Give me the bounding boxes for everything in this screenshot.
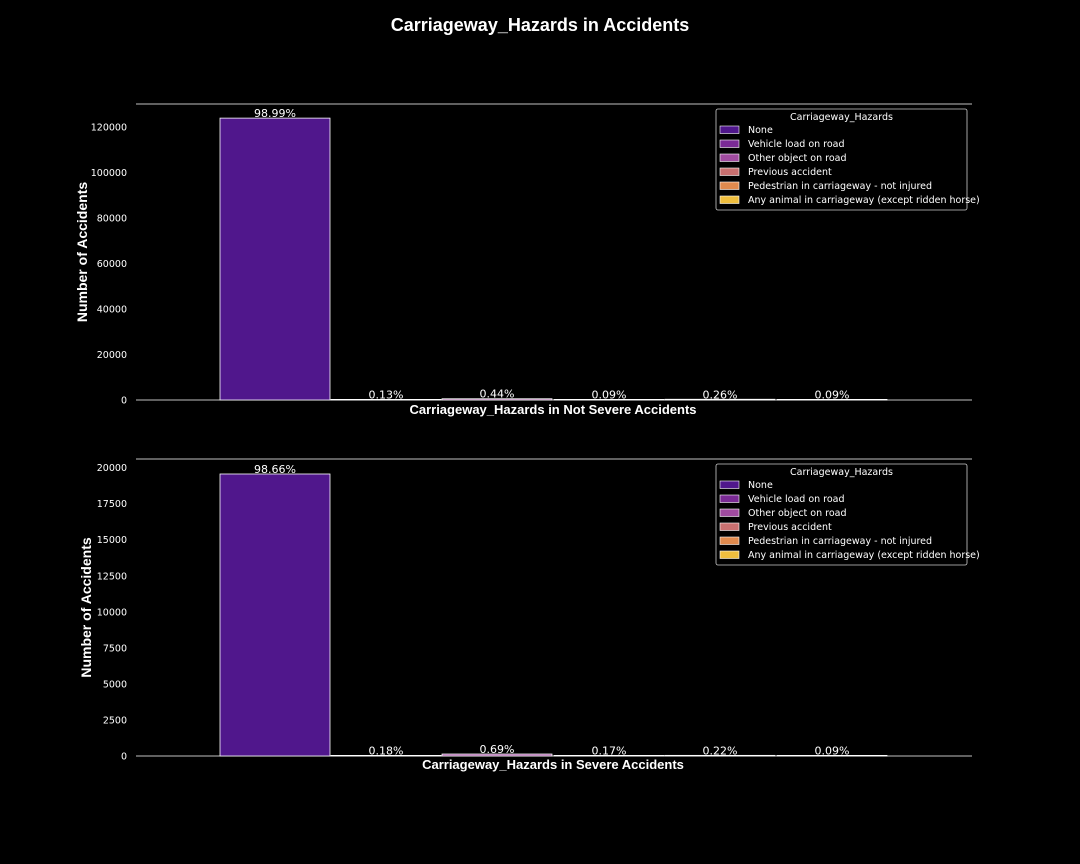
legend-entry-vehicle-load-on-road: Vehicle load on road — [748, 139, 845, 150]
bar-previous-accident — [553, 398, 665, 401]
y-tick-label: 5000 — [103, 679, 127, 690]
bar-percent-label: 0.22% — [703, 744, 738, 757]
legend-entry-any-animal-in-carriageway-except-ridden-horse: Any animal in carriageway (except ridden… — [748, 195, 980, 206]
legend-entry-any-animal-in-carriageway-except-ridden-horse: Any animal in carriageway (except ridden… — [748, 550, 980, 561]
y-tick-label: 2500 — [103, 715, 127, 726]
bar-any-animal-in-carriageway-except-ridden-horse — [776, 398, 888, 401]
legend-swatch-previous-accident — [719, 522, 740, 531]
figure-title: Carriageway_Hazards in Accidents — [391, 15, 689, 35]
legend: Carriageway_Hazards None Vehicle load on r… — [715, 463, 980, 566]
legend-entry-pedestrian-in-carriageway-not-injured: Pedestrian in carriageway - not injured — [748, 536, 932, 547]
chart-panel-not-severe: 0 20000 40000 60000 80000 100000 120000 98.99% 0… — [74, 103, 980, 417]
y-axis-label: Number of Accidents — [74, 182, 90, 322]
y-axis-label: Number of Accidents — [78, 537, 94, 677]
y-tick-label: 60000 — [97, 259, 127, 270]
legend-swatch-pedestrian-in-carriageway-not-injured — [719, 181, 740, 190]
bar-percent-label: 0.09% — [815, 388, 850, 401]
chart-panel-severe: 0 2500 5000 7500 10000 12500 15000 17500 20000 98… — [78, 458, 980, 772]
bar-other-object-on-road — [441, 753, 553, 757]
legend-entry-vehicle-load-on-road: Vehicle load on road — [748, 494, 845, 505]
bar-percent-label: 0.17% — [592, 744, 627, 757]
legend-title: Carriageway_Hazards — [790, 467, 893, 478]
legend-swatch-pedestrian-in-carriageway-not-injured — [719, 536, 740, 545]
y-tick-label: 100000 — [91, 168, 127, 179]
x-axis-label: Carriageway_Hazards in Not Severe Accide… — [409, 402, 696, 417]
bar-percent-label: 0.13% — [369, 388, 404, 401]
y-tick-label: 15000 — [97, 535, 127, 546]
legend-title: Carriageway_Hazards — [790, 112, 893, 123]
legend-swatch-none — [719, 125, 740, 134]
y-tick-label: 80000 — [97, 213, 127, 224]
y-tick-label: 20000 — [97, 350, 127, 361]
bar-previous-accident — [553, 755, 665, 757]
legend-entry-pedestrian-in-carriageway-not-injured: Pedestrian in carriageway - not injured — [748, 181, 932, 192]
bar-other-object-on-road — [441, 398, 553, 401]
legend-swatch-other-object-on-road — [719, 508, 740, 517]
bar-vehicle-load-on-road — [330, 755, 442, 757]
legend-entry-previous-accident: Previous accident — [748, 522, 832, 533]
legend-entry-other-object-on-road: Other object on road — [748, 153, 847, 164]
bar-any-animal-in-carriageway-except-ridden-horse — [776, 755, 888, 757]
legend-entry-none: None — [748, 480, 773, 491]
bar-percent-label: 98.66% — [254, 463, 296, 476]
legend: Carriageway_Hazards None Vehicle load on r… — [715, 108, 980, 211]
bar-pedestrian-in-carriageway-not-injured — [664, 754, 776, 757]
y-tick-label: 0 — [121, 752, 127, 763]
y-tick-label: 7500 — [103, 643, 127, 654]
bar-percent-label: 0.09% — [815, 744, 850, 757]
y-tick-label: 12500 — [97, 571, 127, 582]
y-tick-label: 40000 — [97, 304, 127, 315]
y-tick-label: 10000 — [97, 607, 127, 618]
x-axis-label: Carriageway_Hazards in Severe Accidents — [422, 757, 684, 772]
legend-swatch-previous-accident — [719, 167, 740, 176]
bar-percent-label: 0.18% — [369, 744, 404, 757]
y-tick-label: 0 — [121, 396, 127, 407]
bar-percent-label: 0.09% — [592, 388, 627, 401]
legend-swatch-none — [719, 480, 740, 489]
legend-swatch-any-animal-in-carriageway-except-ridden-horse — [719, 550, 740, 559]
y-tick-label: 120000 — [91, 122, 127, 133]
bar-none — [219, 473, 331, 757]
bar-percent-label: 98.99% — [254, 107, 296, 120]
legend-swatch-other-object-on-road — [719, 153, 740, 162]
bar-pedestrian-in-carriageway-not-injured — [664, 398, 776, 401]
legend-frame — [715, 463, 968, 566]
y-tick-label: 20000 — [97, 463, 127, 474]
legend-entry-none: None — [748, 125, 773, 136]
legend-entry-previous-accident: Previous accident — [748, 167, 832, 178]
bar-vehicle-load-on-road — [330, 398, 442, 401]
bar-none — [219, 117, 331, 401]
bar-percent-label: 0.26% — [703, 388, 738, 401]
bar-percent-label: 0.69% — [480, 743, 515, 756]
legend-swatch-vehicle-load-on-road — [719, 139, 740, 148]
legend-frame — [715, 108, 968, 211]
y-tick-label: 17500 — [97, 499, 127, 510]
legend-swatch-vehicle-load-on-road — [719, 494, 740, 503]
bar-percent-label: 0.44% — [480, 388, 515, 401]
legend-swatch-any-animal-in-carriageway-except-ridden-horse — [719, 195, 740, 204]
legend-entry-other-object-on-road: Other object on road — [748, 508, 847, 519]
